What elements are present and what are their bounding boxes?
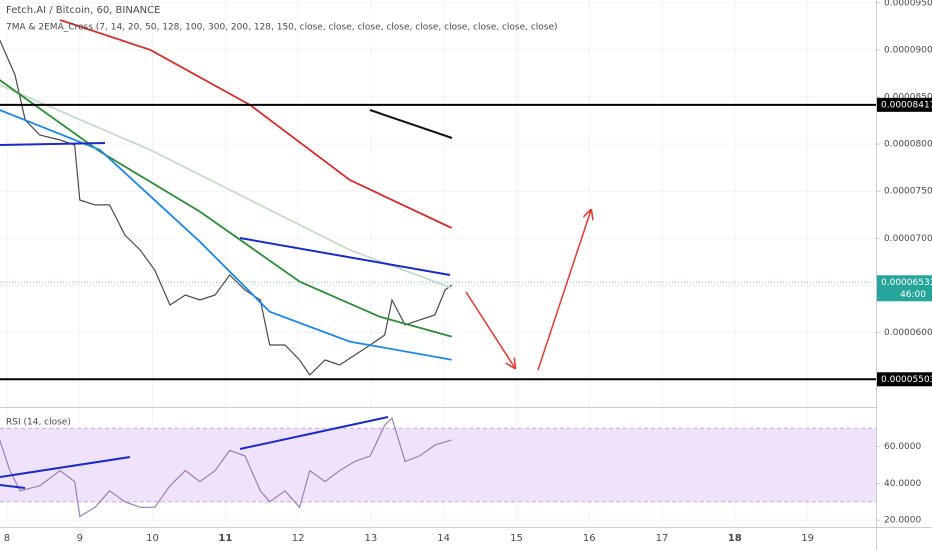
trend-line bbox=[239, 237, 451, 276]
arrow bbox=[537, 210, 591, 371]
rsi-band bbox=[0, 428, 876, 502]
x-tick-label: 11 bbox=[218, 533, 232, 544]
price-label: 0.00008417 bbox=[881, 100, 932, 110]
last-price-label: 0.00006533 bbox=[881, 278, 932, 288]
rsi-title: RSI (14, close) bbox=[6, 418, 71, 428]
countdown: 46:00 bbox=[900, 290, 926, 300]
trend-line bbox=[369, 109, 453, 139]
trend-line bbox=[239, 416, 389, 450]
trend-line bbox=[0, 142, 106, 146]
x-tick-label: 9 bbox=[77, 533, 83, 544]
series-line bbox=[0, 79, 452, 338]
x-tick-label: 12 bbox=[292, 533, 305, 544]
chart-title: Fetch.AI / Bitcoin, 60, BINANCE bbox=[6, 5, 160, 16]
trend-line bbox=[0, 484, 26, 489]
x-tick-label: 8 bbox=[4, 533, 10, 544]
y-tick-label: 20.0000 bbox=[884, 516, 921, 526]
trend-line bbox=[0, 456, 131, 478]
y-tick-label: 60.0000 bbox=[884, 442, 921, 452]
x-tick-label: 13 bbox=[365, 533, 378, 544]
x-tick-label: 19 bbox=[801, 533, 814, 544]
arrow bbox=[465, 291, 515, 368]
x-tick-label: 16 bbox=[583, 533, 596, 544]
series-line bbox=[0, 416, 452, 518]
x-tick-label: 14 bbox=[437, 533, 450, 544]
last-price-box bbox=[877, 275, 932, 302]
price-label: 0.00005503 bbox=[881, 375, 932, 385]
price-label-box bbox=[877, 372, 932, 387]
y-tick-label: 40.0000 bbox=[884, 479, 921, 489]
marks bbox=[0, 19, 876, 518]
x-tick-label: 15 bbox=[510, 533, 523, 544]
indicator-title: 7MA & 2EMA_Cross (7, 14, 20, 50, 128, 10… bbox=[6, 23, 558, 33]
price-label-box bbox=[877, 97, 932, 112]
drawings bbox=[0, 109, 591, 489]
x-tick-label: 17 bbox=[656, 533, 669, 544]
axis-labels: 0.000055000.000060000.000065000.00007000… bbox=[4, 0, 932, 544]
x-tick-label: 18 bbox=[728, 533, 742, 544]
x-tick-label: 10 bbox=[146, 533, 159, 544]
